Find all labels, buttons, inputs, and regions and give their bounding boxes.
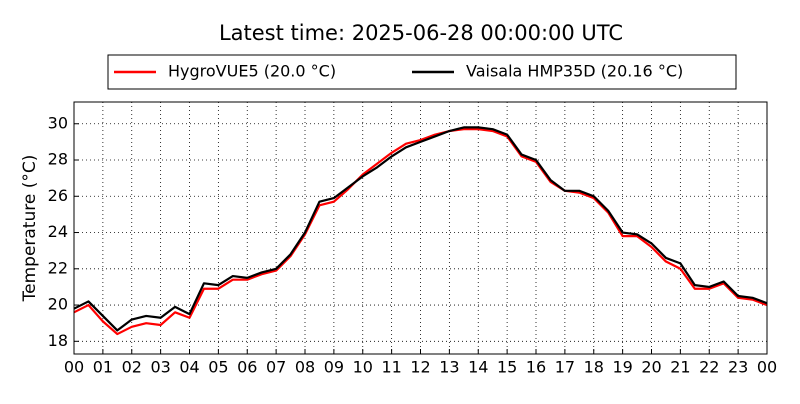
x-tick-label: 04 (179, 358, 199, 377)
x-tick-label: 08 (295, 358, 315, 377)
y-tick-label: 26 (48, 186, 68, 205)
plot-frame (73, 101, 768, 355)
y-tick-label: 30 (48, 113, 68, 132)
x-tick-label: 22 (699, 358, 719, 377)
y-tick-label: 24 (48, 222, 68, 241)
x-tick-label: 00 (757, 358, 777, 377)
x-tick-label: 18 (584, 358, 604, 377)
y-tick-label: 20 (48, 295, 68, 314)
x-tick-label: 16 (526, 358, 546, 377)
x-tick-label: 20 (641, 358, 661, 377)
x-tick-label: 00 (64, 358, 84, 377)
legend-label: Vaisala HMP35D (20.16 °C) (466, 62, 683, 81)
x-tick-label: 23 (728, 358, 748, 377)
x-tick-label: 19 (612, 358, 632, 377)
y-axis-label: Temperature (°C) (20, 155, 40, 303)
x-tick-label: 13 (439, 358, 459, 377)
series-line (73, 128, 768, 336)
x-tick-label: 03 (150, 358, 170, 377)
x-tick-label: 05 (208, 358, 228, 377)
legend-label: HygroVUE5 (20.0 °C) (168, 62, 336, 81)
y-tick-label: 18 (48, 331, 68, 350)
x-tick-label: 14 (468, 358, 488, 377)
x-tick-label: 12 (410, 358, 430, 377)
x-tick-label: 09 (324, 358, 344, 377)
x-tick-label: 01 (93, 358, 113, 377)
y-tick-label: 22 (48, 258, 68, 277)
x-tick-label: 11 (381, 358, 401, 377)
x-tick-label: 21 (670, 358, 690, 377)
x-tick-label: 07 (266, 358, 286, 377)
chart-title: Latest time: 2025-06-28 00:00:00 UTC (219, 21, 623, 45)
x-tick-label: 17 (555, 358, 575, 377)
x-tick-label: 15 (497, 358, 517, 377)
y-tick-label: 28 (48, 150, 68, 169)
x-tick-label: 06 (237, 358, 257, 377)
series-line (73, 126, 768, 332)
x-tick-label: 02 (122, 358, 142, 377)
x-tick-label: 10 (353, 358, 373, 377)
